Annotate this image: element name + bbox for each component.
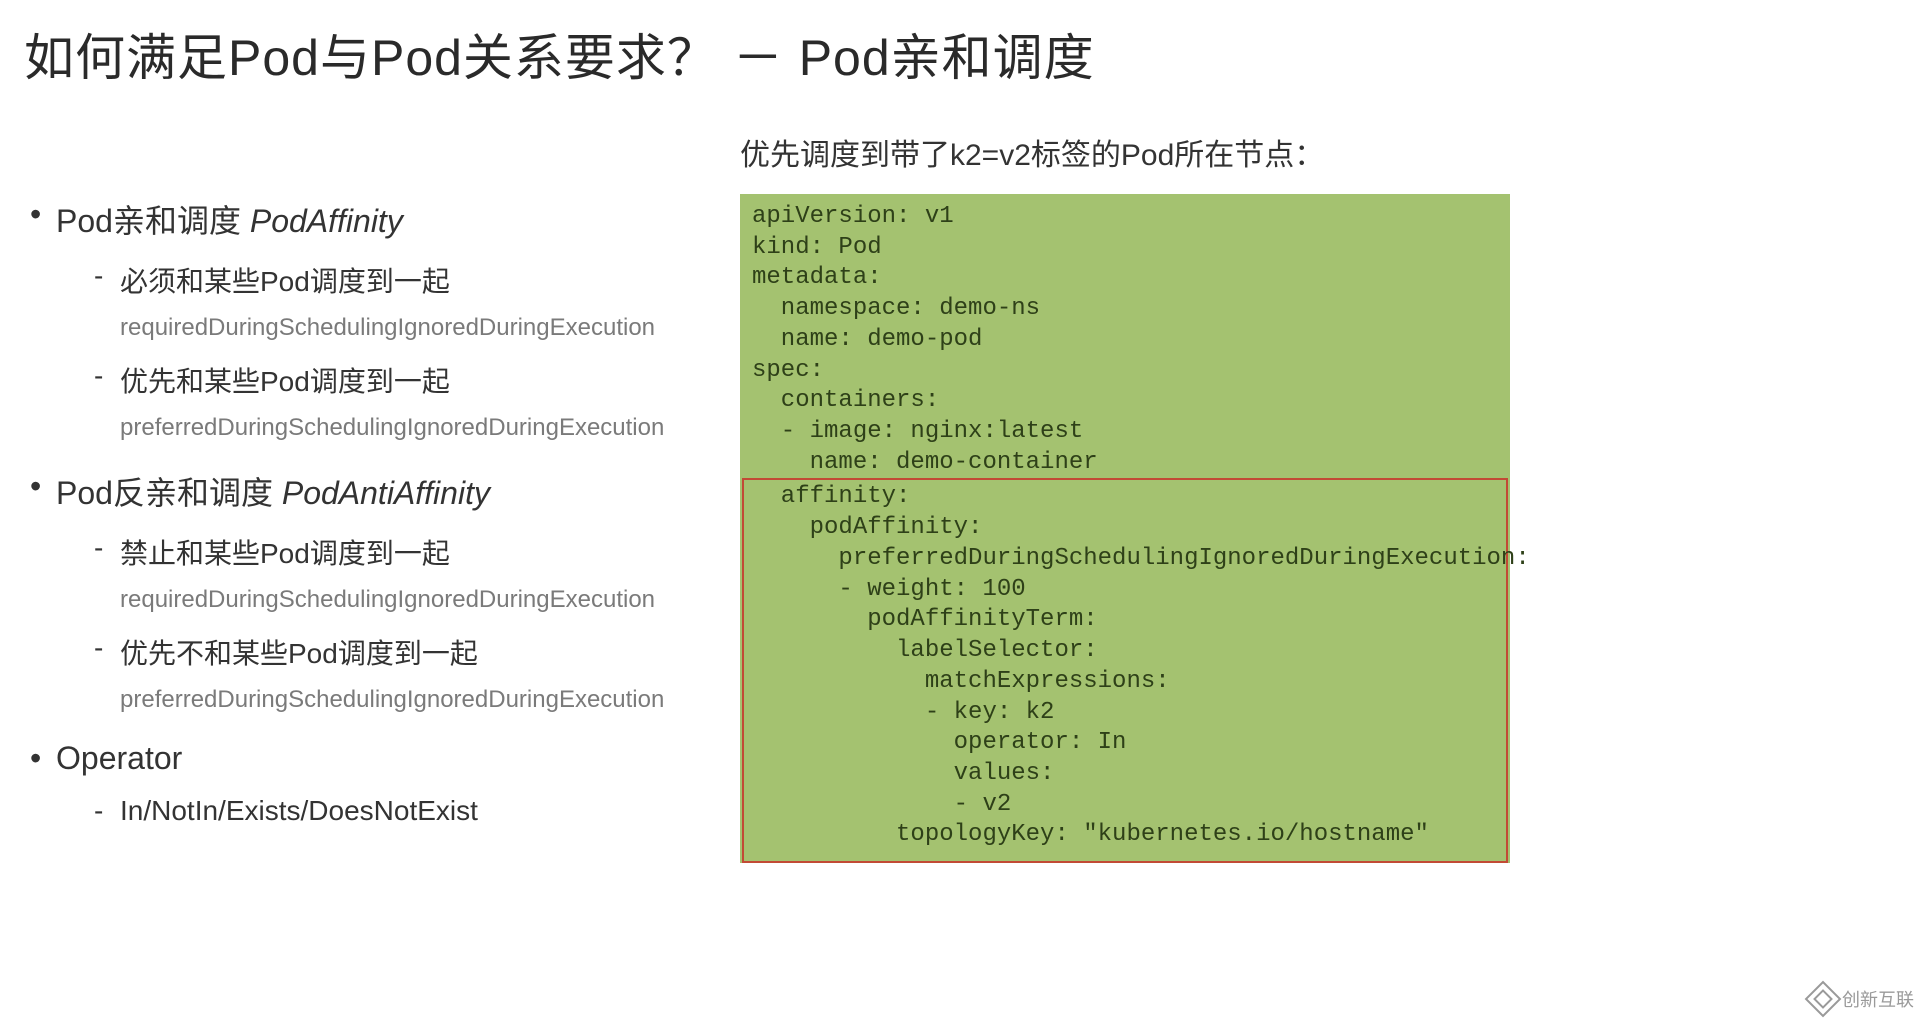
bullet-forbid-together: 禁止和某些Pod调度到一起 (30, 532, 710, 572)
watermark-text: 创新互联 (1842, 986, 1914, 1012)
section-label: Pod反亲和调度 (56, 475, 282, 511)
section-term: PodAntiAffinity (282, 475, 490, 511)
section-operator: Operator (30, 740, 710, 777)
bullet-preferred-together: 优先和某些Pod调度到一起 (30, 360, 710, 400)
subtext-preferred: preferredDuringSchedulingIgnoredDuringEx… (30, 686, 710, 714)
watermark-logo-icon (1805, 981, 1842, 1018)
yaml-highlight-box: affinity: podAffinity: preferredDuringSc… (742, 478, 1508, 863)
page-title: 如何满足Pod与Pod关系要求？ － Pod亲和调度 (24, 18, 1095, 90)
bullet-required-together: 必须和某些Pod调度到一起 (30, 260, 710, 300)
subtext-preferred: preferredDuringSchedulingIgnoredDuringEx… (30, 414, 710, 442)
bullet-operators-list: In/NotIn/Exists/DoesNotExist (30, 795, 710, 827)
subtext-required: requiredDuringSchedulingIgnoredDuringExe… (30, 314, 710, 342)
yaml-affinity: affinity: podAffinity: preferredDuringSc… (752, 483, 1530, 848)
left-column: Pod亲和调度 PodAffinity 必须和某些Pod调度到一起 requir… (30, 170, 710, 827)
section-term: PodAffinity (250, 203, 403, 239)
section-label: Operator (56, 740, 182, 776)
section-pod-affinity: Pod亲和调度 PodAffinity (30, 196, 710, 242)
subtext-required: requiredDuringSchedulingIgnoredDuringExe… (30, 586, 710, 614)
right-column: 优先调度到带了k2=v2标签的Pod所在节点： apiVersion: v1 k… (740, 130, 1510, 863)
watermark: 创新互联 (1810, 986, 1914, 1012)
bullet-prefer-not-together: 优先不和某些Pod调度到一起 (30, 632, 710, 672)
section-pod-anti-affinity: Pod反亲和调度 PodAntiAffinity (30, 468, 710, 514)
section-label: Pod亲和调度 (56, 203, 250, 239)
right-subheading: 优先调度到带了k2=v2标签的Pod所在节点： (740, 130, 1510, 174)
yaml-code-block: apiVersion: v1 kind: Pod metadata: names… (740, 194, 1510, 863)
yaml-top: apiVersion: v1 kind: Pod metadata: names… (752, 203, 1098, 476)
